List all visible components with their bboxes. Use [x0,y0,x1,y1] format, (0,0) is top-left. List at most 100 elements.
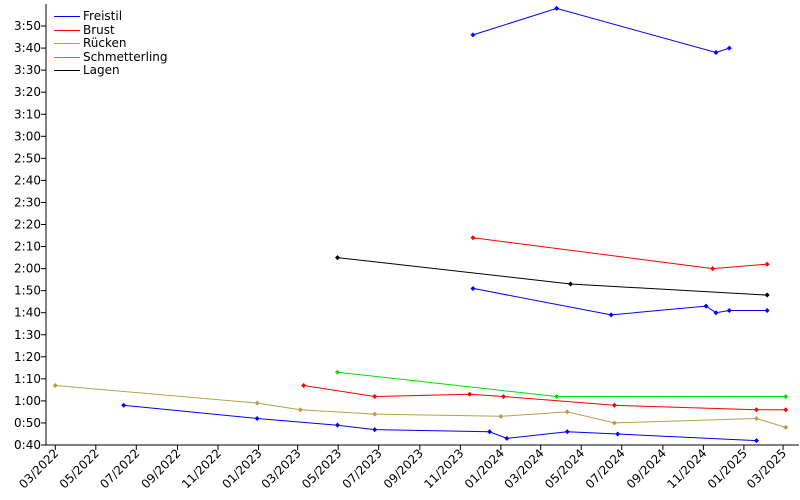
data-point [470,235,476,241]
data-point [254,400,260,406]
y-tick-label: 3:10 [14,107,41,121]
data-point [335,255,341,261]
series-line [472,7,730,54]
x-tick-label: 11/2024 [664,446,709,491]
x-tick-label: 11/2023 [421,446,466,491]
series-lagen [335,255,770,298]
series-schmetterling [335,369,789,399]
data-point [611,402,617,408]
y-tick-label: 3:50 [14,19,41,33]
series-line [123,404,757,442]
y-tick-label: 1:40 [14,306,41,320]
legend-item-ruecken: Rücken [54,36,168,51]
data-point [372,411,378,417]
data-point [498,413,504,419]
x-tick-label: 01/2025 [705,446,750,491]
y-tick-label: 3:30 [14,63,41,77]
x-tick-label: 03/2025 [744,446,789,491]
x-tick-label: 07/2022 [97,446,142,491]
data-point [713,310,719,316]
data-point [487,429,493,435]
y-tick-label: 3:40 [14,41,41,55]
y-tick-label: 2:00 [14,262,41,276]
data-point [564,429,570,435]
data-point [297,407,303,413]
y-tick-label: 1:50 [14,284,41,298]
data-point [713,50,719,56]
data-point [301,382,307,388]
y-tick-label: 0:50 [14,416,41,430]
legend: Freistil Brust Rücken Schmetterling Lage… [54,9,168,78]
data-point [254,416,260,422]
x-tick-label: 03/2023 [259,446,304,491]
x-tick-label: 05/2023 [299,446,344,491]
data-point [608,312,614,318]
legend-label-brust: Brust [83,22,115,37]
legend-swatch-freistil [54,16,80,18]
data-point [726,307,732,313]
y-tick-label: 2:50 [14,151,41,165]
data-point [703,303,709,309]
legend-label-ruecken: Rücken [83,36,127,50]
x-tick-label: 11/2022 [179,446,224,491]
y-tick-label: 1:00 [14,394,41,408]
y-tick-label: 2:30 [14,195,41,209]
data-point [564,409,570,415]
data-point [764,307,770,313]
series-line [337,371,786,397]
data-point [611,420,617,426]
legend-swatch-lagen [54,70,80,72]
data-point [372,393,378,399]
series-line [55,385,786,428]
legend-item-brust: Brust [54,22,168,38]
data-point [710,266,716,272]
x-tick-label: 09/2024 [624,446,669,491]
y-tick-label: 1:20 [14,350,41,364]
y-tick-label: 2:40 [14,173,41,187]
data-point [335,369,341,375]
y-tick-label: 3:00 [14,129,41,143]
x-tick-label: 01/2024 [462,446,507,491]
series-rücken [52,382,789,430]
series-line [337,257,768,296]
data-point [726,45,732,51]
x-tick-label: 09/2023 [381,446,426,491]
legend-item-schmetterling: Schmetterling [54,49,168,65]
legend-item-lagen: Lagen [54,63,168,78]
data-point [783,424,789,430]
data-point [470,32,476,38]
y-tick-label: 1:10 [14,372,41,386]
data-point [783,407,789,413]
legend-swatch-schmetterling [54,56,80,58]
x-tick-label: 09/2022 [138,446,183,491]
x-tick-label: 01/2023 [219,446,264,491]
data-point [467,391,473,397]
y-tick-label: 0:40 [14,438,41,452]
data-point [754,407,760,413]
legend-swatch-ruecken [54,43,80,45]
data-point [504,435,510,441]
data-point [470,285,476,291]
data-point [335,422,341,428]
data-point [568,281,574,287]
y-tick-label: 2:10 [14,240,41,254]
data-point [501,393,507,399]
x-tick-label: 05/2024 [542,446,587,491]
y-tick-label: 1:30 [14,328,41,342]
series-freistil [121,5,770,444]
legend-swatch-brust [54,29,80,31]
data-point [783,393,789,399]
data-point [754,438,760,444]
data-point [554,393,560,399]
series-line [472,237,768,270]
data-point [754,416,760,422]
legend-label-lagen: Lagen [83,63,120,77]
x-tick-label: 03/2022 [16,446,61,491]
data-point [372,427,378,433]
data-point [764,292,770,298]
series-line [472,287,768,316]
y-tick-label: 2:20 [14,218,41,232]
data-point [615,431,621,437]
data-point [121,402,127,408]
legend-label-schmetterling: Schmetterling [83,49,168,64]
